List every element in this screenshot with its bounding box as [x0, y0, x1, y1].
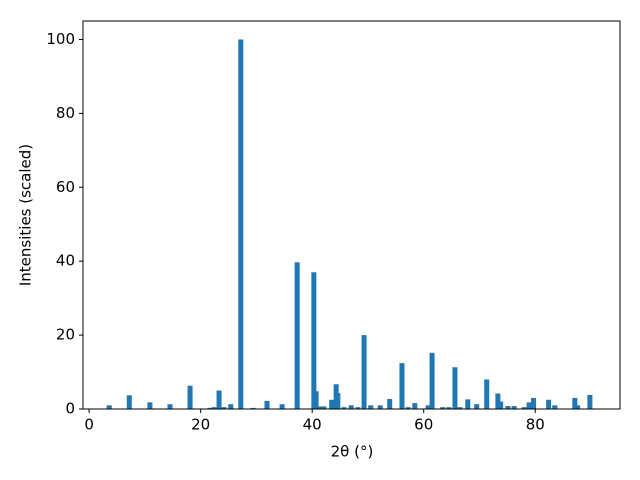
- bar: [546, 399, 552, 409]
- y-tick-label: 20: [56, 326, 75, 344]
- bar: [425, 405, 431, 409]
- bar: [412, 403, 418, 409]
- bar: [294, 262, 300, 409]
- y-tick-label: 80: [56, 104, 75, 122]
- bar: [207, 407, 213, 409]
- bar: [341, 407, 347, 409]
- bar: [452, 367, 458, 409]
- bar: [429, 352, 435, 409]
- bar: [511, 406, 517, 409]
- bar: [399, 363, 405, 409]
- bar: [279, 404, 285, 409]
- x-tick-label: 60: [414, 416, 433, 434]
- bar: [211, 407, 217, 409]
- x-tick-label: 0: [84, 416, 94, 434]
- plot-frame: [82, 20, 621, 410]
- bar: [355, 407, 361, 409]
- bar: [106, 405, 112, 409]
- y-axis-label: Intensities (scaled): [17, 144, 35, 286]
- bar: [311, 272, 317, 409]
- bar: [321, 406, 327, 409]
- bar: [221, 407, 227, 409]
- bar: [147, 402, 153, 409]
- bar: [526, 402, 532, 409]
- bar: [440, 407, 446, 409]
- x-tick-label: 40: [303, 416, 322, 434]
- x-tick-label: 80: [526, 416, 545, 434]
- bar: [329, 399, 335, 409]
- bar: [216, 390, 222, 409]
- bar: [313, 391, 319, 409]
- x-axis-label: 2θ (°): [331, 443, 374, 461]
- bar: [587, 394, 593, 409]
- bar: [228, 404, 234, 409]
- y-tick-label: 60: [56, 178, 75, 196]
- bar: [457, 407, 463, 409]
- bar: [521, 407, 527, 409]
- bar: [167, 404, 173, 409]
- bar: [474, 404, 480, 409]
- bar: [465, 399, 471, 409]
- bar: [361, 335, 367, 409]
- x-tick-label: 20: [191, 416, 210, 434]
- bar: [238, 39, 244, 409]
- bar: [126, 395, 132, 409]
- bar: [552, 405, 558, 409]
- bar: [498, 401, 504, 409]
- bar: [484, 379, 490, 409]
- bar: [505, 406, 511, 409]
- bar: [187, 385, 193, 409]
- y-tick-label: 40: [56, 252, 75, 270]
- bar: [335, 393, 341, 409]
- bar: [575, 405, 581, 409]
- bar: [264, 400, 270, 409]
- bar: [348, 405, 354, 409]
- bar: [387, 399, 393, 409]
- bar: [531, 397, 537, 409]
- y-tick-label: 100: [46, 30, 75, 48]
- bar: [317, 406, 323, 409]
- bar: [495, 393, 501, 409]
- bar: [377, 405, 383, 409]
- y-tick-label: 0: [65, 400, 75, 418]
- bar: [572, 397, 578, 409]
- bar: [250, 407, 256, 409]
- bar: [368, 405, 374, 409]
- bar: [405, 407, 411, 409]
- bar: [446, 407, 452, 409]
